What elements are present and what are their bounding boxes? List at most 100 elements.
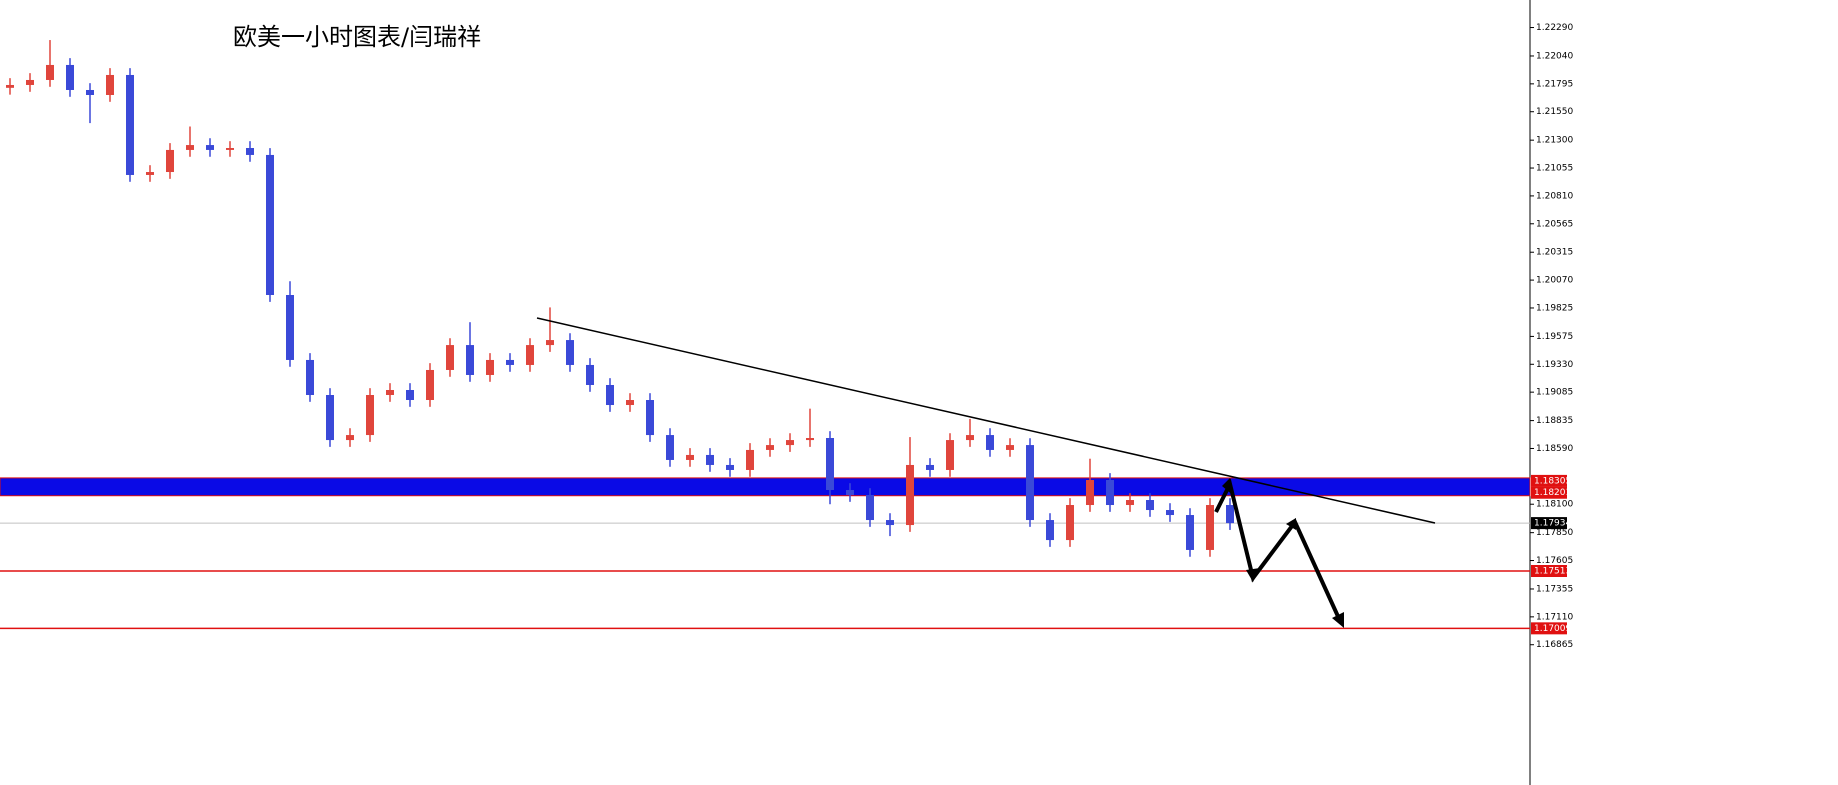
candle-body [866, 495, 874, 521]
y-tick-label: 1.21550 [1536, 107, 1573, 117]
arrow-head [1222, 478, 1234, 496]
zone-low-label: 1.18201 [1534, 488, 1571, 498]
candle-body [386, 389, 394, 396]
candle-body [466, 345, 474, 375]
candle-body [826, 438, 834, 490]
y-tick-label: 1.19085 [1536, 388, 1573, 398]
y-tick-label: 1.19330 [1536, 360, 1573, 370]
candle-body [1226, 505, 1234, 524]
candle-body [26, 79, 34, 85]
candle-body [66, 64, 74, 90]
candle-body [366, 395, 374, 436]
arrow-head [1286, 518, 1296, 530]
candle-body [1206, 505, 1214, 550]
y-tick-label: 1.21300 [1536, 136, 1573, 146]
candle-body [126, 74, 134, 175]
current-price-label: 1.17934 [1534, 519, 1571, 529]
candle-body [1106, 479, 1114, 506]
y-tick-label: 1.22040 [1536, 51, 1573, 61]
candle-body [946, 440, 954, 470]
candle-body [906, 464, 914, 526]
candle-body [586, 364, 594, 385]
candle-body [206, 145, 214, 150]
candle-body [746, 449, 754, 470]
y-tick-label: 1.18100 [1536, 500, 1573, 510]
candle-body [186, 145, 194, 150]
y-tick-label: 1.21795 [1536, 79, 1573, 89]
candle-body [846, 489, 854, 496]
y-tick-label: 1.21055 [1536, 164, 1573, 174]
candle-body [286, 295, 294, 360]
candle-body [706, 454, 714, 465]
candle-body [966, 435, 974, 441]
candle-body [1086, 479, 1094, 506]
candle-body [146, 172, 154, 175]
candle-body [1026, 445, 1034, 521]
candle-body [1126, 500, 1134, 506]
candle-body [406, 389, 414, 401]
candle-body [226, 148, 234, 150]
candle-body [566, 340, 574, 365]
resistance-zone [0, 477, 1531, 497]
candle-body [606, 384, 614, 406]
zone-high-label-bg [1531, 474, 1567, 487]
candle-body [926, 464, 934, 470]
candle-body [6, 84, 14, 88]
y-tick-label: 1.22290 [1536, 23, 1573, 33]
candle-body [786, 440, 794, 446]
y-tick-label: 1.18835 [1536, 416, 1573, 426]
level-label: 1.17009 [1534, 624, 1571, 634]
candle-body [766, 445, 774, 450]
candle-body [486, 359, 494, 375]
candle-body [626, 400, 634, 406]
candle-body [506, 359, 514, 365]
candle-body [1006, 445, 1014, 450]
candle-body [1046, 520, 1054, 541]
y-tick-label: 1.17850 [1536, 528, 1573, 538]
y-tick-label: 1.20070 [1536, 276, 1573, 286]
candle-body [46, 64, 54, 80]
candle-body [806, 438, 814, 441]
candle-body [726, 464, 734, 470]
level-label: 1.17513 [1534, 567, 1571, 577]
y-tick-label: 1.20315 [1536, 248, 1573, 258]
level-label-bg [1531, 565, 1567, 578]
y-tick-label: 1.17110 [1536, 612, 1573, 622]
arrow-head [1332, 612, 1344, 628]
candle-body [1186, 515, 1194, 550]
y-tick-label: 1.20810 [1536, 191, 1573, 201]
candle-body [666, 435, 674, 460]
candle-body [446, 345, 454, 370]
zone-high-label: 1.18305 [1534, 476, 1571, 486]
candle-body [986, 435, 994, 450]
candle-body [686, 454, 694, 460]
candle-body [306, 359, 314, 396]
candle-body [326, 395, 334, 441]
candle-body [346, 435, 354, 441]
y-tick-label: 1.17605 [1536, 556, 1573, 566]
y-tick-label: 1.19575 [1536, 332, 1573, 342]
current-price-label-bg [1531, 517, 1567, 530]
y-tick-label: 1.18590 [1536, 444, 1573, 454]
level-label-bg [1531, 622, 1567, 635]
candle-body [106, 74, 114, 95]
candle-body [246, 148, 254, 155]
zone-low-label-bg [1531, 486, 1567, 499]
candle-body [1146, 500, 1154, 511]
chart-title: 欧美一小时图表/闫瑞祥 [233, 23, 481, 51]
candle-body [546, 340, 554, 346]
candle-body [1166, 510, 1174, 516]
candle-body [646, 400, 654, 436]
candle-body [426, 369, 434, 401]
y-tick-label: 1.20565 [1536, 219, 1573, 229]
candle-body [86, 89, 94, 95]
candle-body [166, 149, 174, 173]
arrow-head [1246, 568, 1260, 582]
candle-body [1066, 505, 1074, 541]
y-tick-label: 1.17355 [1536, 584, 1573, 594]
y-tick-label: 1.16865 [1536, 640, 1573, 650]
candle-body [266, 154, 274, 296]
y-tick-label: 1.19825 [1536, 303, 1573, 313]
trendline [536, 317, 1436, 524]
